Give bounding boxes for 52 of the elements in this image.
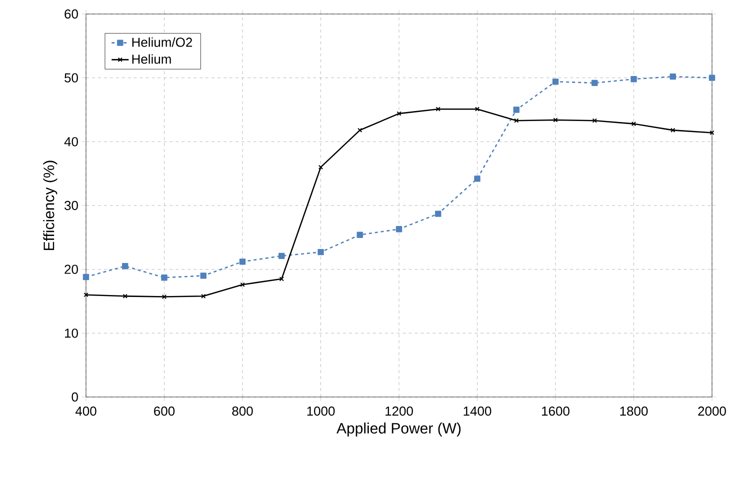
point	[592, 118, 597, 123]
point	[513, 106, 520, 113]
point	[670, 128, 676, 133]
point	[435, 210, 442, 217]
x-tick-label: 1800	[620, 406, 648, 416]
point	[162, 294, 167, 300]
point	[279, 276, 284, 282]
x-axis-title: Applied Power (W)	[336, 422, 461, 437]
x-tick-label: 600	[154, 406, 175, 416]
y-tick-label: 30	[64, 200, 78, 210]
point	[396, 226, 402, 232]
x-tick-label: 1000	[307, 406, 335, 416]
x-tick-label: 1400	[464, 406, 492, 416]
point	[200, 272, 206, 279]
x-tick-label: 2000	[698, 406, 726, 416]
y-tick-label: 40	[64, 137, 78, 146]
point	[122, 263, 128, 270]
point	[514, 118, 519, 123]
point	[396, 111, 402, 116]
point	[552, 78, 559, 85]
point	[592, 80, 598, 86]
point	[278, 252, 285, 260]
point	[670, 73, 676, 80]
legend-label: Helium	[132, 54, 171, 64]
point	[356, 232, 363, 238]
point	[474, 106, 480, 112]
point	[318, 164, 324, 170]
point	[122, 294, 128, 298]
point	[630, 76, 637, 82]
y-tick-label: 0	[72, 392, 78, 402]
point	[82, 274, 90, 280]
point	[161, 274, 168, 281]
y-tick-label: 60	[64, 9, 78, 19]
point	[436, 106, 440, 112]
x-tick-label: 1200	[386, 406, 413, 416]
point	[240, 282, 245, 287]
y-tick-label: 10	[65, 328, 78, 338]
point	[474, 176, 480, 182]
point	[708, 74, 716, 81]
y-axis-title: Efficiency (%)	[43, 160, 58, 250]
x-tick-label: 1600	[542, 406, 570, 416]
y-tick-label: 50	[64, 73, 78, 82]
x-tick-label: 400	[75, 406, 96, 416]
point	[318, 249, 324, 256]
point	[358, 128, 362, 133]
point	[201, 294, 206, 298]
point	[631, 121, 636, 126]
y-tick-label: 20	[64, 264, 78, 274]
point	[239, 258, 246, 265]
point	[553, 118, 558, 122]
x-tick-label: 800	[232, 406, 253, 416]
legend-label: Helium/O2	[132, 37, 192, 47]
